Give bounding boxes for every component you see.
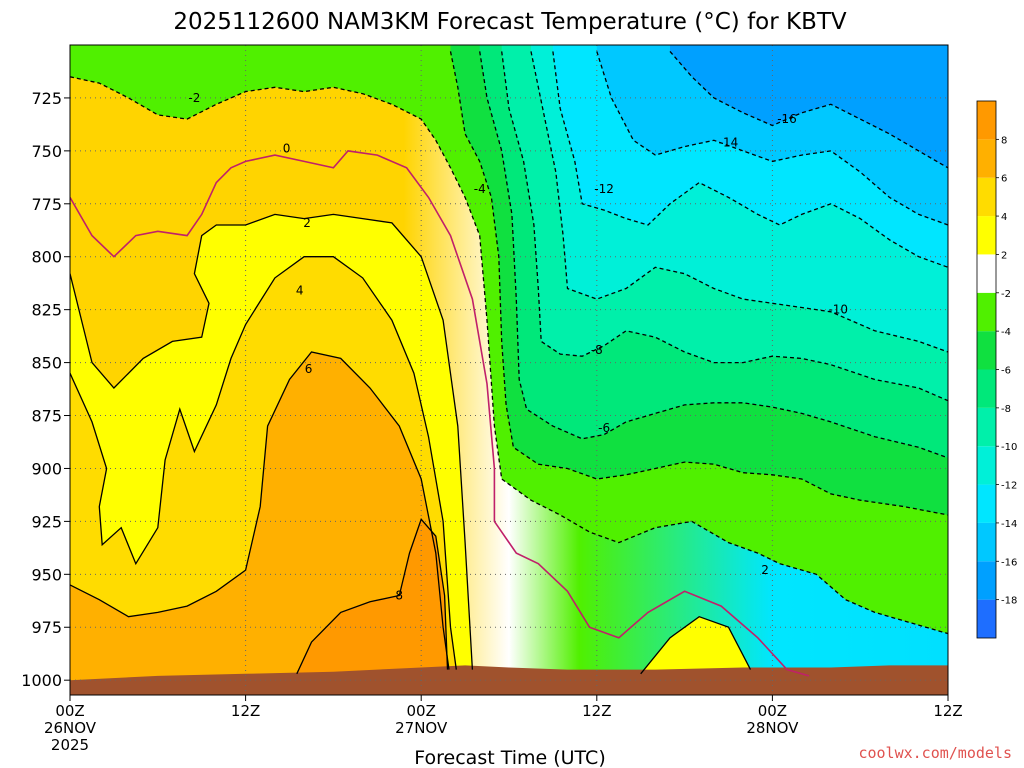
isotherm-0 xyxy=(70,150,810,677)
colorbar-swatch xyxy=(977,446,996,485)
colorbar-label: -12 xyxy=(1001,481,1017,492)
isotherm--8 xyxy=(501,51,948,402)
colorbar-label: -8 xyxy=(1001,404,1011,415)
isotherm-label: 2 xyxy=(761,563,769,577)
colorbar-swatch xyxy=(977,331,996,370)
x-axis-label: Forecast Time (UTC) xyxy=(414,747,605,768)
colorbar-label: -2 xyxy=(1001,289,1011,300)
y-tick-label: 725 xyxy=(31,89,62,108)
y-tick-label: 775 xyxy=(31,195,62,214)
y-tick-label: 925 xyxy=(31,512,62,531)
x-tick-label: 12Z xyxy=(231,702,260,720)
colorbar-label: -4 xyxy=(1001,327,1011,338)
isotherm-label: 0 xyxy=(283,142,291,156)
colorbar-swatch xyxy=(977,407,996,447)
isotherm-8 xyxy=(296,518,449,675)
isotherm--2 xyxy=(70,76,948,635)
terrain xyxy=(70,665,948,695)
x-tick-date: 28NOV xyxy=(746,719,799,737)
colorbar-swatch xyxy=(977,522,996,562)
band-16 xyxy=(670,45,948,168)
colorbar-label: -14 xyxy=(1001,519,1017,530)
x-tick-label: 00Z xyxy=(407,702,436,720)
colorbar-label: 4 xyxy=(1001,212,1007,223)
y-tick-label: 750 xyxy=(31,142,62,161)
colorbar-label: -16 xyxy=(1001,557,1017,568)
plot-frame xyxy=(69,44,949,696)
isotherm-label: 2 xyxy=(303,216,311,230)
colorbar-swatch xyxy=(977,216,996,255)
isotherm-label: -14 xyxy=(719,135,739,149)
isotherm-4 xyxy=(70,256,457,670)
isotherm-label: -10 xyxy=(828,303,848,317)
colorbar: 8 6 4 2 -2 -4 -6 -8 -10 -12 -14 -16 -18 xyxy=(976,100,1017,639)
isotherm-2 xyxy=(640,615,752,675)
terrain-layer xyxy=(70,665,948,695)
x-tick-label: 12Z xyxy=(582,702,611,720)
isotherm-label: -16 xyxy=(777,112,797,126)
colorbar-swatch xyxy=(977,369,996,408)
colorbar-swatch xyxy=(977,177,996,217)
isotherm-6 xyxy=(70,351,450,670)
isotherm--16 xyxy=(669,50,948,169)
x-tick-date: 26NOV xyxy=(44,719,97,737)
isotherm--4 xyxy=(449,51,948,516)
chart-title: 2025112600 NAM3KM Forecast Temperature (… xyxy=(173,9,847,35)
y-tick-label: 975 xyxy=(31,618,62,637)
isotherm-label: 6 xyxy=(305,362,313,376)
x-tick-year: 2025 xyxy=(51,736,89,754)
isotherm-label: -6 xyxy=(598,421,610,435)
y-tick-label: 825 xyxy=(31,301,62,320)
isotherm-lines xyxy=(70,50,948,677)
colorbar-label: -18 xyxy=(1001,596,1017,607)
y-tick-label: 950 xyxy=(31,565,62,584)
x-tick-label: 00Z xyxy=(758,702,787,720)
temperature-bands xyxy=(70,45,948,695)
isotherm-label: -8 xyxy=(591,343,603,357)
y-tick-label: 875 xyxy=(31,407,62,426)
colorbar-swatch xyxy=(977,254,996,293)
x-tick-label: 00Z xyxy=(55,702,84,720)
isotherm-label: 4 xyxy=(296,284,304,298)
colorbar-swatch xyxy=(977,561,996,600)
isotherm-label: -2 xyxy=(188,91,200,105)
isotherm-2 xyxy=(70,213,474,670)
colorbar-swatch xyxy=(977,484,996,523)
isotherm-label: -12 xyxy=(594,182,614,196)
isotherm-label: 8 xyxy=(395,588,403,602)
y-tick-label: 1000 xyxy=(21,671,62,690)
colorbar-swatch xyxy=(977,139,996,178)
colorbar-swatch xyxy=(977,292,996,332)
y-tick-label: 900 xyxy=(31,459,62,478)
x-tick-date: 27NOV xyxy=(395,719,448,737)
plot-area: 4 6 8 2 2 0 -2 -4 -6 -8 -10 -12 -14 -16 xyxy=(69,44,949,696)
y-tick-label: 800 xyxy=(31,248,62,267)
isotherm-labels: 4 6 8 2 2 0 -2 -4 -6 -8 -10 -12 -14 -16 xyxy=(188,91,848,603)
isotherm--12 xyxy=(552,51,948,268)
band-8 xyxy=(296,519,448,695)
colorbar-label: 6 xyxy=(1001,174,1007,185)
isotherm--6 xyxy=(479,51,948,459)
x-tick-label: 12Z xyxy=(933,702,962,720)
colorbar-label: 8 xyxy=(1001,135,1007,146)
colorbar-swatch xyxy=(977,599,996,638)
y-tick-label: 850 xyxy=(31,354,62,373)
colorbar-label: -10 xyxy=(1001,442,1017,453)
colorbar-label: -6 xyxy=(1001,366,1011,377)
colorbar-swatch xyxy=(977,101,996,140)
y-axis: 725 750 775 800 825 850 875 900 925 950 975 1000 xyxy=(21,89,70,690)
isotherm-label: -4 xyxy=(474,182,486,196)
colorbar-label: 2 xyxy=(1001,250,1007,261)
isotherm--14 xyxy=(596,51,948,226)
credit-text: coolwx.com/models xyxy=(858,744,1012,762)
